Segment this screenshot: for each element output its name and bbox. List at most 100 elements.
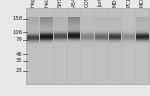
- Bar: [136, 39, 148, 40]
- Bar: [95, 27, 108, 28]
- Bar: [95, 28, 108, 29]
- Bar: [68, 31, 80, 32]
- Bar: [40, 44, 53, 45]
- Bar: [40, 30, 53, 31]
- Bar: [122, 40, 135, 41]
- Bar: [122, 39, 135, 40]
- Bar: [68, 27, 80, 28]
- Bar: [68, 23, 80, 24]
- Bar: [54, 30, 67, 31]
- Bar: [54, 31, 67, 32]
- Bar: [136, 40, 148, 41]
- Bar: [54, 26, 67, 27]
- Bar: [54, 32, 67, 33]
- Bar: [40, 28, 53, 29]
- Bar: [81, 38, 94, 39]
- Bar: [40, 33, 53, 34]
- Text: SH10: SH10: [58, 0, 63, 7]
- Bar: [68, 31, 80, 32]
- Bar: [40, 42, 53, 43]
- Bar: [68, 35, 80, 36]
- Bar: [81, 29, 94, 30]
- Bar: [27, 22, 39, 23]
- Bar: [122, 37, 135, 38]
- Bar: [40, 20, 53, 21]
- Bar: [81, 33, 94, 34]
- Bar: [54, 41, 67, 42]
- Bar: [136, 33, 148, 34]
- Bar: [40, 22, 53, 23]
- Bar: [40, 29, 53, 30]
- Bar: [68, 38, 80, 39]
- Bar: [109, 20, 121, 21]
- Bar: [81, 29, 94, 30]
- Bar: [81, 33, 94, 34]
- Bar: [27, 27, 39, 28]
- Bar: [81, 30, 94, 31]
- Bar: [81, 32, 94, 33]
- Bar: [136, 43, 148, 44]
- Bar: [122, 36, 135, 37]
- Bar: [136, 36, 148, 37]
- Bar: [81, 26, 94, 27]
- Bar: [26, 8, 149, 84]
- Bar: [68, 41, 80, 42]
- Bar: [68, 34, 80, 35]
- Bar: [136, 25, 148, 26]
- Text: 79: 79: [15, 37, 22, 42]
- Bar: [68, 32, 80, 33]
- Text: HeLa: HeLa: [44, 0, 49, 7]
- Bar: [54, 28, 67, 29]
- Bar: [109, 28, 121, 29]
- Bar: [95, 18, 108, 19]
- Bar: [68, 19, 80, 20]
- Bar: [40, 40, 53, 41]
- Text: MCF7: MCF7: [140, 0, 145, 7]
- Bar: [136, 17, 148, 18]
- Bar: [68, 42, 80, 43]
- Bar: [27, 21, 39, 22]
- Bar: [54, 19, 67, 20]
- Text: MDCK: MDCK: [112, 0, 117, 7]
- Text: 106: 106: [12, 30, 22, 35]
- Bar: [27, 19, 39, 20]
- Bar: [54, 30, 67, 31]
- Bar: [27, 39, 39, 40]
- Bar: [68, 28, 80, 29]
- Bar: [136, 44, 148, 45]
- Bar: [27, 26, 39, 27]
- Bar: [95, 35, 108, 36]
- Bar: [136, 26, 148, 27]
- Text: COS7: COS7: [85, 0, 90, 7]
- Bar: [54, 42, 67, 43]
- Bar: [54, 37, 67, 38]
- Bar: [40, 28, 53, 29]
- Bar: [40, 37, 53, 38]
- Bar: [95, 31, 108, 32]
- Bar: [109, 28, 121, 29]
- Bar: [68, 21, 80, 22]
- Bar: [27, 31, 39, 32]
- Bar: [81, 22, 94, 23]
- Bar: [40, 26, 53, 27]
- Bar: [95, 37, 108, 38]
- Text: PC12: PC12: [126, 0, 131, 7]
- Bar: [27, 23, 39, 24]
- Bar: [109, 24, 121, 25]
- Bar: [40, 35, 53, 36]
- Bar: [68, 26, 80, 27]
- Bar: [27, 42, 39, 43]
- Bar: [109, 32, 121, 33]
- Bar: [54, 23, 67, 24]
- Bar: [27, 31, 39, 32]
- Bar: [81, 35, 94, 36]
- Bar: [109, 40, 121, 41]
- Bar: [27, 30, 39, 31]
- Bar: [68, 40, 80, 41]
- Bar: [54, 33, 67, 34]
- Bar: [95, 19, 108, 20]
- Bar: [40, 36, 53, 37]
- Bar: [27, 20, 39, 21]
- Bar: [68, 28, 80, 29]
- Bar: [95, 38, 108, 39]
